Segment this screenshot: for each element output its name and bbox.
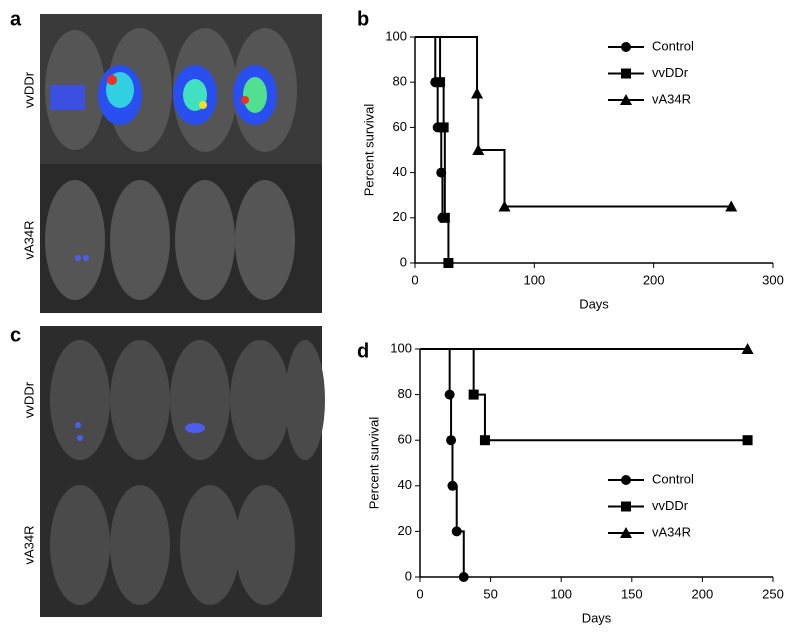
panel-label: c <box>10 324 21 346</box>
marker <box>458 572 469 582</box>
marker <box>472 144 485 155</box>
y-tick-label: 100 <box>390 340 412 355</box>
x-tick-label: 0 <box>411 272 418 287</box>
x-tick-label: 200 <box>692 586 714 601</box>
x-tick-label: 200 <box>643 272 665 287</box>
legend-label: vA34R <box>652 524 691 539</box>
x-tick-label: 100 <box>550 586 572 601</box>
marker <box>725 200 738 212</box>
marker <box>447 480 458 491</box>
legend-label: Control <box>652 471 694 486</box>
survival-step <box>473 393 486 441</box>
legend-label: vA34R <box>652 91 691 106</box>
legend-marker <box>621 68 631 79</box>
survival-step <box>456 530 465 577</box>
legend-label: vvDDr <box>652 65 689 80</box>
x-tick-label: 100 <box>523 272 545 287</box>
marker <box>439 212 450 223</box>
y-tick-label: 80 <box>393 74 407 89</box>
row-label: vvDDr <box>21 71 36 108</box>
marker <box>479 435 490 446</box>
x-tick-label: 250 <box>762 586 784 601</box>
x-tick-label: 150 <box>621 586 643 601</box>
survival-step <box>437 126 443 173</box>
photo-c <box>40 326 325 617</box>
survival-step <box>477 92 480 150</box>
legend-label: vvDDr <box>652 498 689 513</box>
marker <box>438 122 449 133</box>
survival-step <box>415 36 442 83</box>
survival-step <box>449 393 453 441</box>
survival-step <box>451 439 454 486</box>
row-label: vA34R <box>21 220 36 259</box>
survival-step <box>444 216 450 263</box>
x-tick-label: 300 <box>762 272 784 287</box>
marker <box>498 200 511 212</box>
survival-step <box>478 149 506 207</box>
survival-step <box>435 81 439 128</box>
y-tick-label: 40 <box>393 164 407 179</box>
survival-step <box>420 348 451 395</box>
x-tick-label: 50 <box>483 586 497 601</box>
y-tick-label: 80 <box>398 386 412 401</box>
survival-step <box>415 36 479 94</box>
survival-step <box>452 484 458 532</box>
y-tick-label: 0 <box>400 254 407 269</box>
y-tick-label: 20 <box>398 523 412 538</box>
marker <box>451 526 462 537</box>
marker <box>446 435 457 446</box>
photo-a <box>40 14 322 313</box>
panel-label: d <box>357 340 369 362</box>
x-axis-label: Days <box>582 610 612 625</box>
y-tick-label: 40 <box>398 477 412 492</box>
y-tick-label: 20 <box>393 209 407 224</box>
marker <box>468 389 479 400</box>
legend-marker <box>621 475 631 485</box>
panel-label: b <box>357 8 369 30</box>
row-label: vvDDr <box>21 381 36 418</box>
x-tick-label: 0 <box>416 586 423 601</box>
marker <box>435 77 446 88</box>
legend-marker <box>620 94 632 105</box>
marker <box>741 343 754 354</box>
y-tick-label: 60 <box>398 432 412 447</box>
marker <box>443 258 454 268</box>
y-tick-label: 0 <box>405 568 412 583</box>
legend-marker <box>620 527 632 538</box>
marker <box>471 87 484 99</box>
marker <box>444 389 455 400</box>
y-tick-label: 60 <box>393 119 407 134</box>
survival-step <box>415 36 437 83</box>
marker <box>742 435 753 446</box>
panel-label: a <box>10 8 22 30</box>
y-axis-label: Percent survival <box>366 417 381 510</box>
legend-marker <box>621 501 631 512</box>
legend-marker <box>621 42 631 52</box>
row-label: vA34R <box>21 525 36 564</box>
survival-step <box>441 171 444 218</box>
legend-label: Control <box>652 38 694 53</box>
survival-step <box>420 348 475 395</box>
y-axis-label: Percent survival <box>361 104 376 197</box>
marker <box>436 167 447 178</box>
y-tick-label: 100 <box>385 28 407 43</box>
survival-step <box>440 81 445 128</box>
x-axis-label: Days <box>579 296 609 311</box>
